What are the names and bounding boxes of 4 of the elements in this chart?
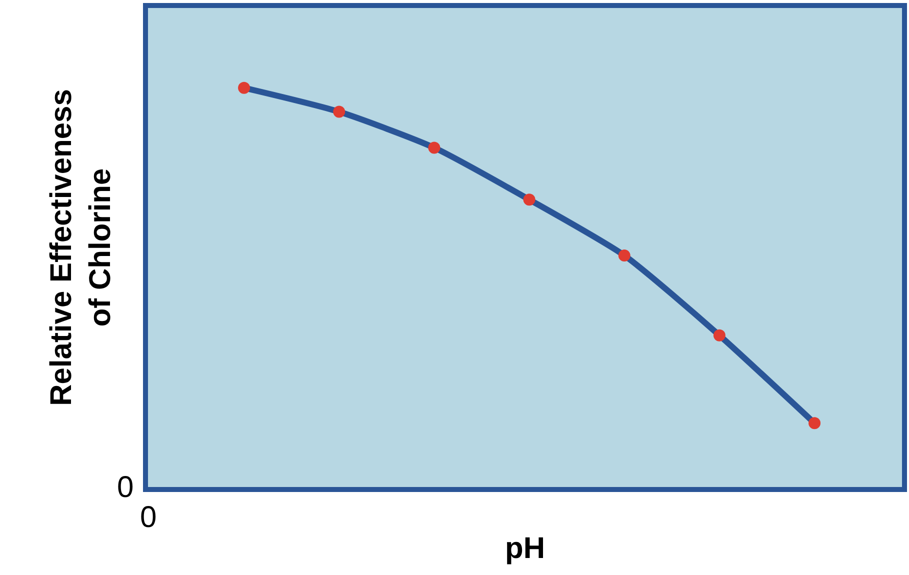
text: 0 — [117, 471, 134, 504]
text: 0 — [140, 501, 157, 534]
x-axis-title: pH — [505, 532, 545, 565]
y-axis-title: Relative Effectiveness of Chlorine — [45, 89, 117, 406]
